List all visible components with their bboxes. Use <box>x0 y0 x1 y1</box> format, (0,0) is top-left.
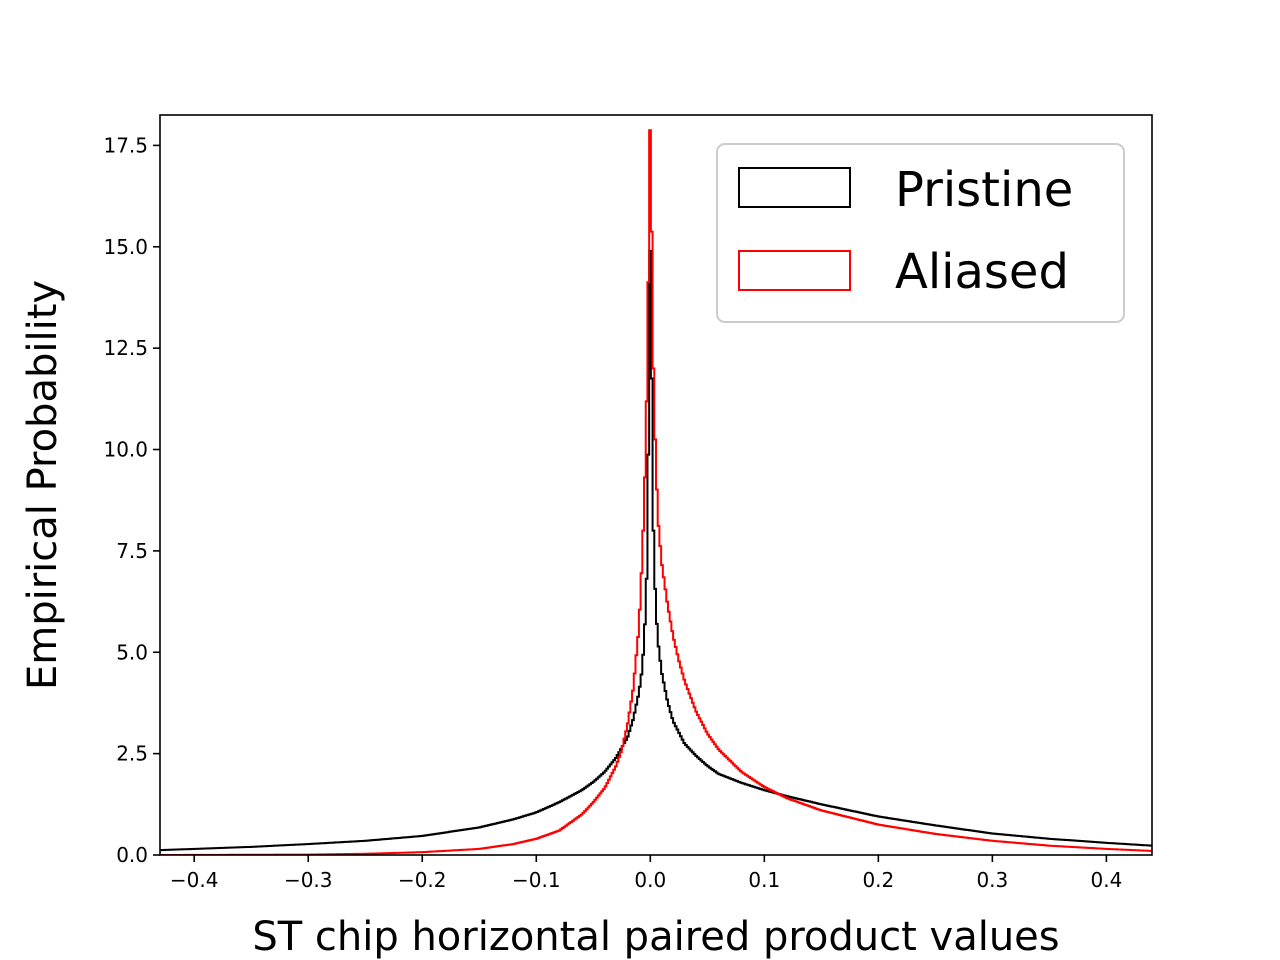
y-tick-label: 10.0 <box>103 438 148 462</box>
x-axis-title: ST chip horizontal paired product values <box>252 914 1059 960</box>
y-axis-title: Empirical Probability <box>20 280 66 690</box>
x-tick-label: 0.1 <box>748 868 780 892</box>
series-layer <box>160 129 1152 855</box>
y-tick-label: 5.0 <box>116 640 148 664</box>
x-tick-label: 0.0 <box>634 868 666 892</box>
legend: Pristine Aliased <box>716 143 1125 323</box>
x-tick-label: −0.4 <box>170 868 219 892</box>
x-axis-ticks: −0.4 −0.3 −0.2 −0.1 0.0 0.1 0.2 0.3 0.4 <box>170 855 1122 892</box>
y-axis-ticks: 0.0 2.5 5.0 7.5 10.0 12.5 15.0 17.5 <box>103 133 160 867</box>
series-line-pristine <box>160 249 1152 852</box>
legend-swatch-aliased <box>738 250 851 291</box>
x-tick-label: −0.1 <box>512 868 561 892</box>
y-tick-label: 0.0 <box>116 843 148 867</box>
x-tick-label: 0.2 <box>862 868 894 892</box>
legend-swatch-pristine <box>738 167 851 208</box>
legend-label-aliased: Aliased <box>895 244 1069 300</box>
legend-label-pristine: Pristine <box>895 162 1073 218</box>
x-tick-label: 0.3 <box>976 868 1008 892</box>
x-tick-label: 0.4 <box>1090 868 1122 892</box>
plot-frame <box>159 114 1153 856</box>
series-line-aliased <box>160 129 1152 855</box>
y-tick-label: 7.5 <box>116 539 148 563</box>
y-tick-label: 12.5 <box>103 336 148 360</box>
legend-box <box>716 143 1125 323</box>
y-tick-label: 17.5 <box>103 133 148 157</box>
x-tick-label: −0.2 <box>398 868 447 892</box>
y-tick-label: 2.5 <box>116 742 148 766</box>
y-tick-label: 15.0 <box>103 235 148 259</box>
x-tick-label: −0.3 <box>284 868 333 892</box>
